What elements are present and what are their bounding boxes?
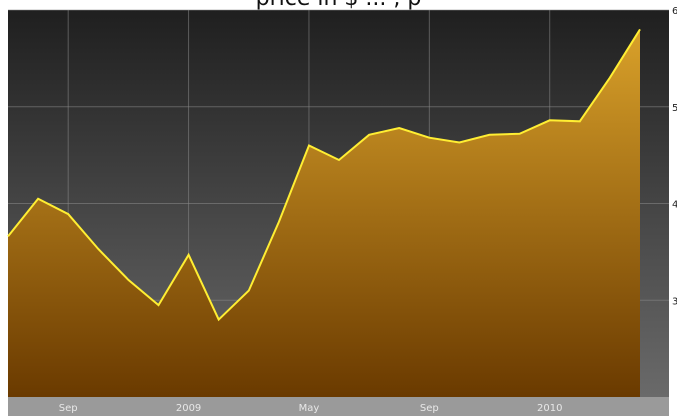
x-axis-ticks: Sep 2009 May Sep 2010: [59, 403, 563, 414]
series-line: [7, 28, 641, 322]
x-tick-label: Sep: [420, 403, 439, 414]
x-tick-label: May: [299, 403, 320, 414]
x-tick-label: Sep: [59, 403, 78, 414]
x-tick-label: 2010: [537, 403, 562, 414]
y-tick-label: 6: [672, 6, 677, 17]
y-tick-label: 3: [672, 296, 677, 307]
y-axis-ticks: 3 4 5 6: [672, 6, 677, 307]
x-axis-band: [8, 397, 669, 416]
partial-header-text: price in $ ... , p: [0, 0, 677, 10]
y-tick-label: 5: [672, 103, 677, 114]
x-tick-label: 2009: [176, 403, 201, 414]
y-tick-label: 4: [672, 200, 677, 211]
area-fill: [8, 29, 640, 398]
